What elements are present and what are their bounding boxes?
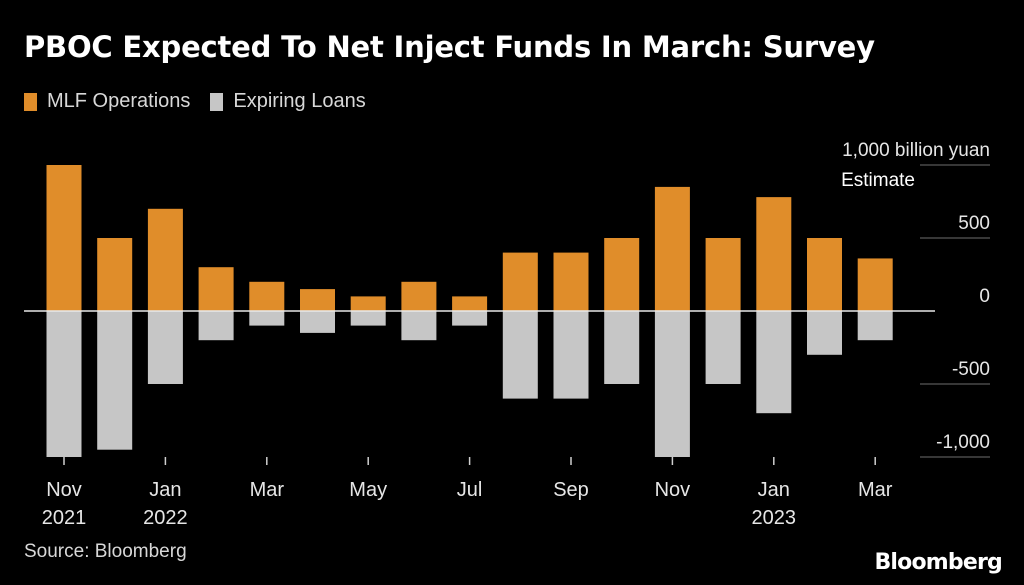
x-tick-label: Sep	[553, 479, 589, 501]
legend-item-mlf: MLF Operations	[24, 90, 190, 113]
y-tick-label: -500	[952, 359, 990, 380]
x-tick-label: May	[349, 479, 387, 501]
x-tick-label: Mar	[858, 479, 893, 501]
x-tick-label: Mar	[250, 479, 285, 501]
bar-expiring-5	[300, 311, 335, 333]
bar-mlf-1	[97, 238, 133, 311]
bar-mlf-7	[401, 281, 437, 311]
bar-expiring-12	[654, 311, 690, 457]
x-tick-label: Jan	[149, 479, 181, 501]
bar-expiring-8	[452, 311, 488, 326]
x-tick-year-label: 2023	[752, 507, 797, 529]
bar-mlf-13	[705, 238, 741, 311]
chart-title: PBOC Expected To Net Inject Funds In Mar…	[24, 30, 875, 64]
bar-mlf-16	[857, 258, 893, 311]
bar-expiring-15	[807, 311, 842, 355]
bar-expiring-3	[198, 311, 234, 341]
bar-expiring-10	[553, 311, 589, 399]
bar-mlf-9	[502, 252, 538, 311]
bar-expiring-9	[502, 311, 538, 399]
bar-expiring-6	[350, 311, 386, 326]
x-tick-year-label: 2022	[143, 507, 188, 529]
bar-mlf-8	[452, 296, 488, 311]
bloomberg-logo: Bloomberg	[874, 550, 1002, 575]
bar-expiring-2	[147, 311, 183, 384]
bar-mlf-15	[807, 238, 842, 311]
bar-mlf-11	[604, 238, 640, 311]
bar-expiring-0	[46, 311, 82, 457]
y-tick-label: 1,000 billion yuan	[842, 140, 990, 161]
source-note: Source: Bloomberg	[24, 541, 187, 562]
bar-expiring-16	[857, 311, 893, 341]
legend-item-expiring: Expiring Loans	[210, 90, 366, 113]
bar-mlf-2	[147, 208, 183, 311]
bar-expiring-7	[401, 311, 437, 341]
bar-mlf-12	[654, 186, 690, 311]
bar-expiring-14	[756, 311, 792, 414]
y-tick-label: -1,000	[936, 432, 990, 453]
legend-swatch-expiring	[210, 92, 224, 111]
legend-swatch-mlf	[24, 92, 37, 111]
x-tick-label: Nov	[46, 479, 82, 501]
y-tick-label: 0	[979, 286, 990, 307]
x-tick-year-label: 2021	[42, 507, 87, 529]
estimate-annotation: Estimate	[841, 170, 915, 191]
bar-mlf-6	[350, 296, 386, 311]
legend-label-expiring: Expiring Loans	[233, 90, 366, 112]
x-tick-label: Jan	[758, 479, 790, 501]
bar-mlf-0	[46, 165, 82, 311]
legend-label-mlf: MLF Operations	[47, 90, 191, 112]
bar-expiring-4	[249, 311, 285, 326]
bar-mlf-4	[249, 281, 285, 311]
legend: MLF Operations Expiring Loans	[24, 90, 386, 113]
x-tick-label: Nov	[655, 479, 691, 501]
bar-expiring-1	[97, 311, 133, 450]
x-tick-label: Jul	[457, 479, 483, 501]
bar-mlf-3	[198, 267, 234, 311]
bar-expiring-13	[705, 311, 741, 384]
bar-mlf-14	[756, 197, 792, 311]
bar-mlf-5	[300, 289, 335, 311]
bar-expiring-11	[604, 311, 640, 384]
y-tick-label: 500	[958, 213, 990, 234]
bar-mlf-10	[553, 252, 589, 311]
